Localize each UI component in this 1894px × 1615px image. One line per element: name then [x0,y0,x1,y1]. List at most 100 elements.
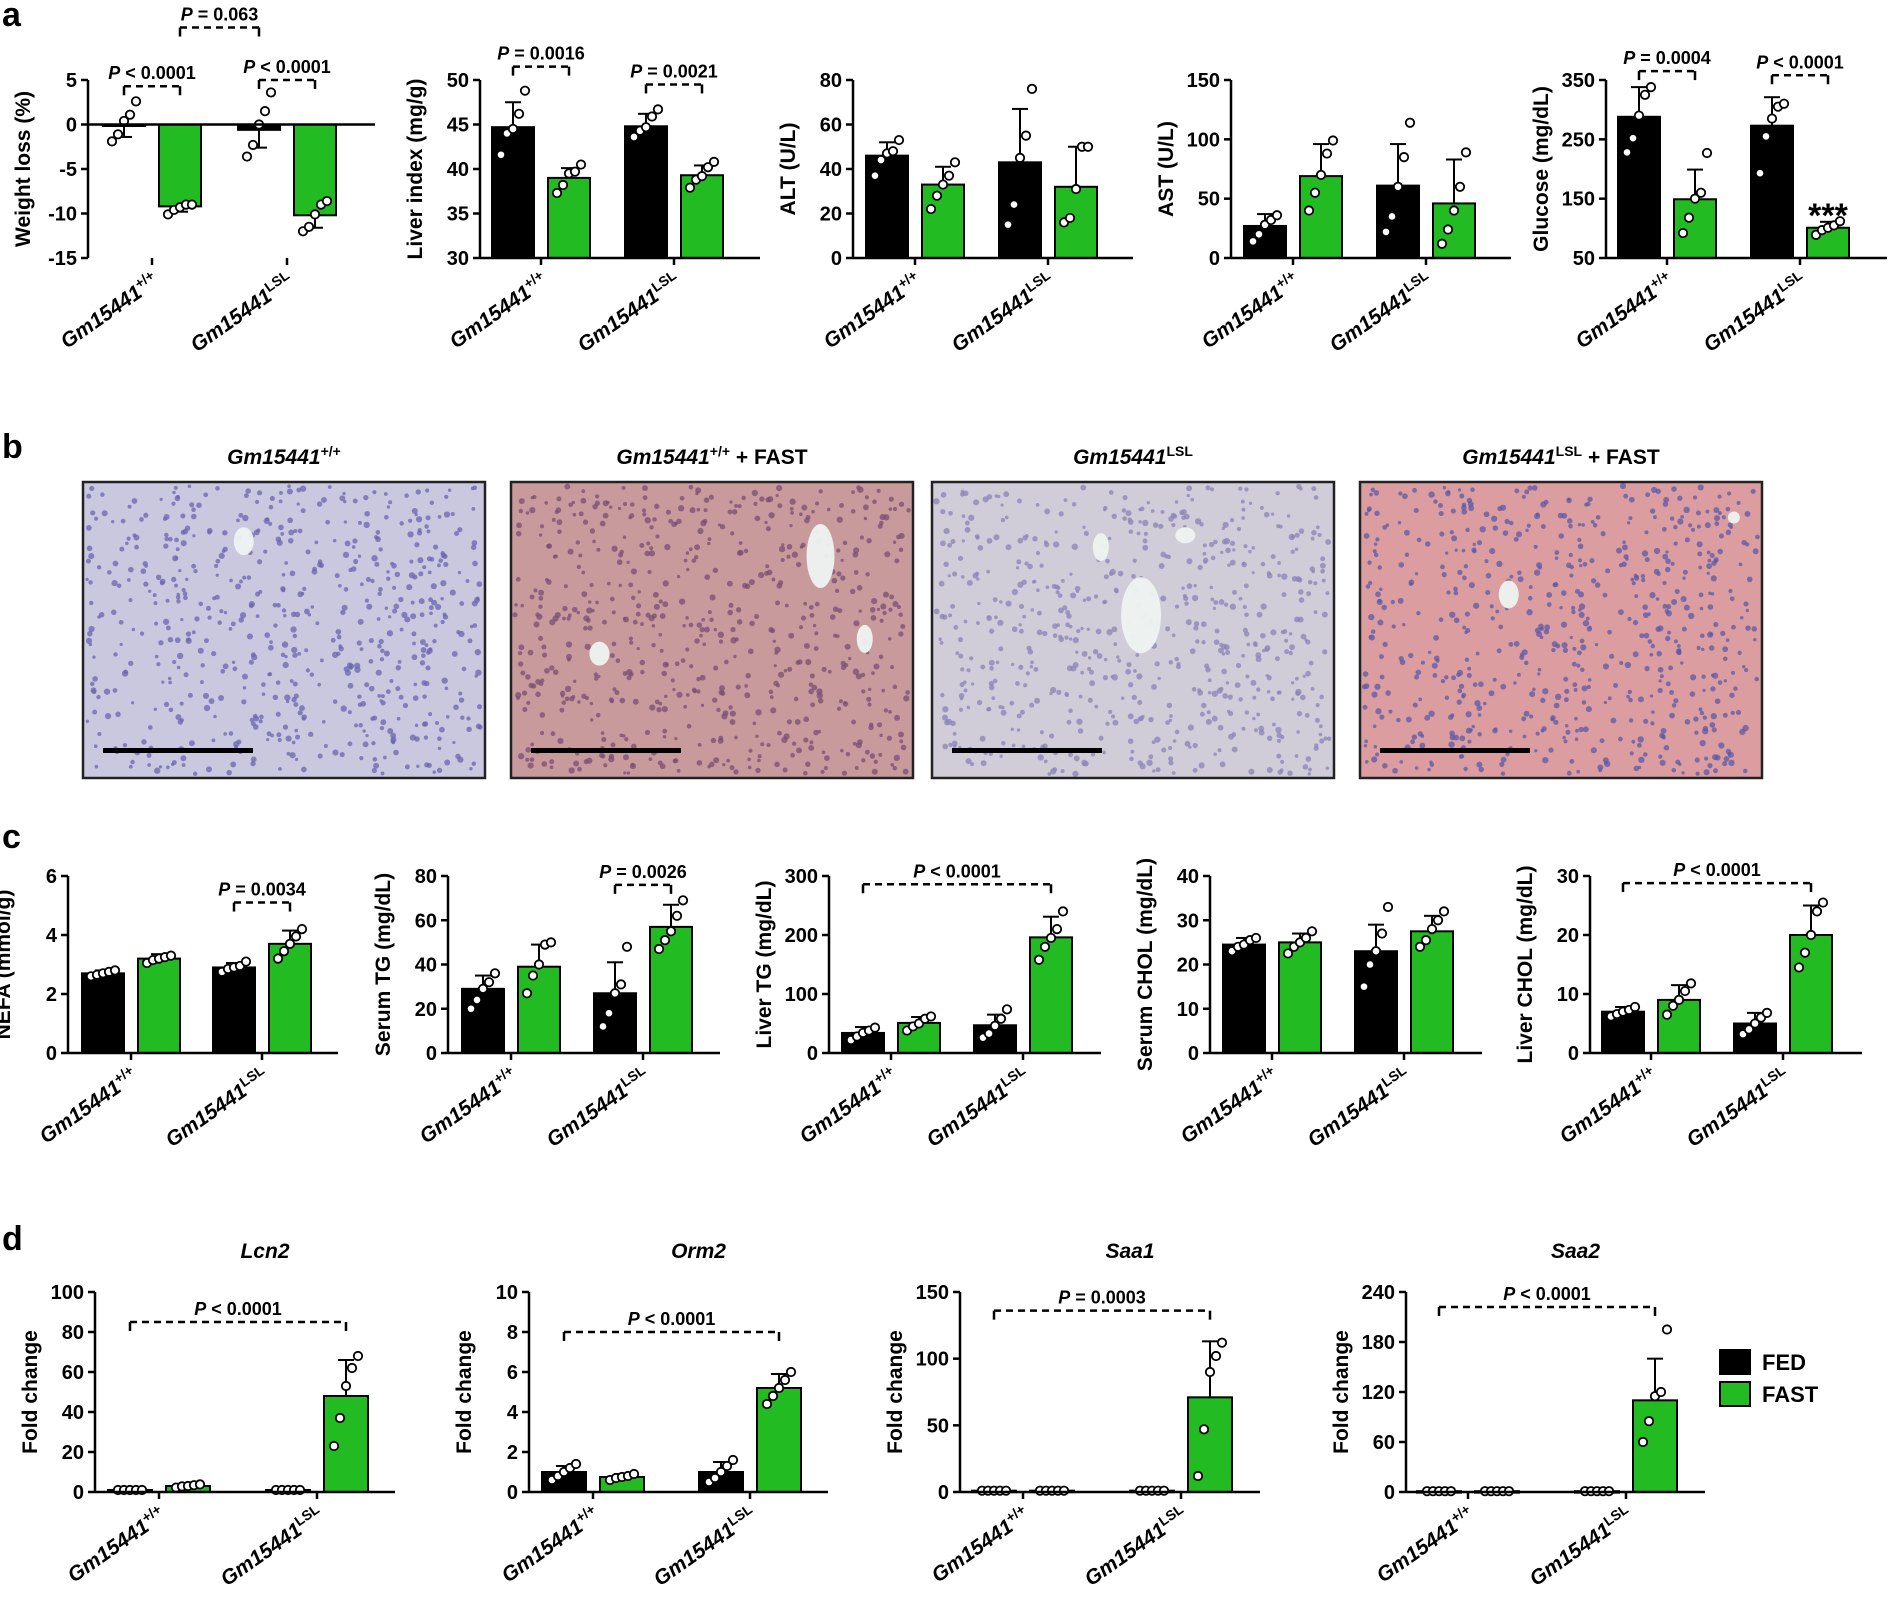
y-tick-label-d1: 100 [51,1282,84,1304]
histology-nucleus [1717,548,1723,555]
histology-nucleus [963,688,968,693]
histology-nucleus [1563,697,1569,703]
histology-nucleus [321,496,327,503]
data-point-c2 [477,983,489,994]
histology-nucleus [1300,694,1306,701]
histology-nucleus [781,543,785,547]
y-tick-label-c1: 4 [46,925,58,947]
histology-nucleus [1098,735,1104,741]
histology-nucleus [1412,487,1417,493]
data-point-a2 [495,149,507,160]
histology-nucleus [1433,634,1439,641]
bar-c5-fast-0 [1657,998,1701,1055]
histology-nucleus [429,611,433,616]
histology-nucleus [424,643,429,647]
y-tick-label-a3: 80 [820,70,842,92]
histology-nucleus [317,753,323,759]
histology-nucleus [1011,743,1016,748]
histology-nucleus [474,597,480,603]
histology-vessel [1498,580,1519,609]
data-point-c5 [1761,1007,1773,1018]
x-category-label-a5-stem: Gm15441 [1572,281,1662,353]
histology-nucleus [745,672,751,679]
histology-nucleus [865,572,870,577]
histology-nucleus [426,529,431,534]
x-category-label-d4: Gm15441LSL [1524,1501,1637,1591]
histology-nucleus [218,695,225,702]
histology-nucleus [214,563,219,568]
histology-nucleus [961,575,965,579]
histology-nucleus [986,615,991,619]
histology-nucleus [1577,650,1582,656]
histology-nucleus [1666,603,1672,610]
histology-nucleus [1590,578,1597,584]
histology-nucleus [1242,627,1248,633]
histology-nucleus [428,712,433,717]
histology-nucleus [1236,526,1242,532]
histology-nucleus [1581,523,1585,527]
histology-nucleus [1662,501,1669,507]
histology-nucleus [993,534,1000,541]
histology-nucleus [1402,622,1406,627]
histology-nucleus [533,621,540,628]
histology-nucleus [1068,752,1074,758]
histology-nucleus [626,560,630,564]
x-category-label-d3: Gm15441+/+ [926,1501,1034,1587]
histology-nucleus [141,739,147,745]
bar-a5-fast-0 [1673,198,1717,259]
histology-nucleus [576,564,581,570]
histology-nucleus [1201,640,1206,645]
data-point-a5 [1633,110,1645,121]
histology-nucleus [1318,724,1323,729]
histology-nucleus [332,538,337,543]
histology-nucleus [182,591,188,597]
data-point-a5 [1645,82,1657,93]
x-category-label-c1-stem: Gm15441 [36,1076,126,1148]
histology-nucleus [1450,508,1456,514]
histology-nucleus [1722,712,1728,718]
histology-nucleus [630,743,637,750]
x-category-label-a1-stem: Gm15441 [57,281,147,353]
histology-nucleus [242,673,248,680]
histology-nucleus [330,637,336,643]
histology-nucleus [1373,552,1379,558]
histology-nucleus [947,542,953,548]
histology-nucleus [1508,641,1514,647]
histology-nucleus [1248,549,1252,554]
histology-nucleus [128,660,134,667]
histology-nucleus [556,496,562,502]
histology-nucleus [813,646,819,651]
histology-nucleus [1096,653,1103,659]
histology-nucleus [947,574,951,578]
histology-nucleus [139,631,145,636]
y-tick-label-d4: 120 [1362,1382,1395,1404]
histology-nucleus [1087,656,1092,660]
histology-nucleus [1314,743,1319,748]
histology-nucleus [1662,603,1668,609]
histology-nucleus [903,695,910,702]
histology-nucleus [357,694,362,699]
histology-nucleus [1581,700,1587,705]
histology-nucleus [1623,493,1629,499]
data-point-d1 [346,1362,358,1374]
histology-nucleus [1613,682,1618,688]
x-category-label-c2: Gm15441+/+ [414,1062,522,1148]
histology-nucleus [1045,585,1050,590]
histology-nucleus [791,741,797,746]
histology-nucleus [1382,763,1388,769]
data-point-c5 [1799,947,1811,958]
p-value-label-c3: P < 0.0001 [913,861,1001,881]
y-tick-label-a4: 100 [1187,129,1220,151]
histology-nucleus [767,496,774,503]
histology-nucleus [1696,645,1701,651]
histology-nucleus [410,600,415,605]
histology-nucleus [1243,544,1248,549]
histology-nucleus [1186,558,1193,565]
histology-nucleus [589,582,594,588]
data-point-d1 [194,1479,206,1490]
histology-nucleus [1521,716,1527,722]
histology-nucleus [1216,687,1223,694]
data-point-d2 [709,1472,721,1484]
histology-nucleus [565,641,573,648]
histology-nucleus [350,566,357,572]
